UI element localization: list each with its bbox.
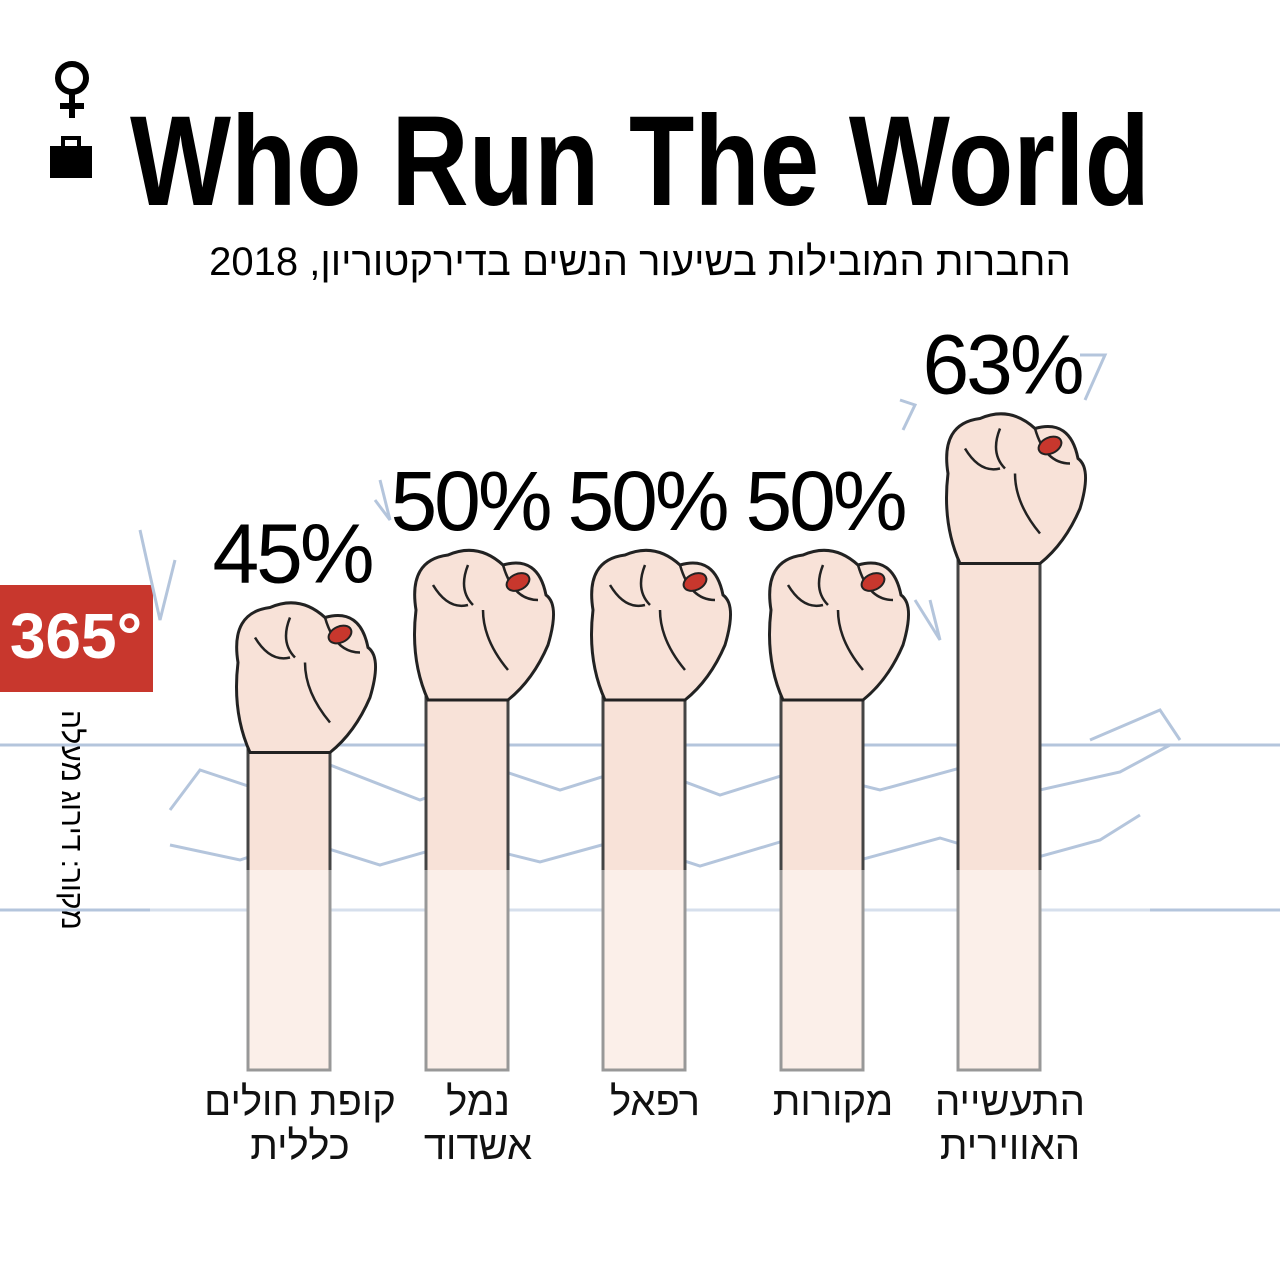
nail (682, 572, 708, 592)
water-fade (150, 870, 1150, 1075)
category-label: התעשייה האווירית (935, 1080, 1085, 1168)
nail (1037, 435, 1063, 456)
briefcase-icon (50, 136, 92, 178)
value-label: 63% (922, 318, 1081, 412)
category-label: רפאל (609, 1080, 701, 1124)
bar (601, 643, 687, 1072)
value-label: 50% (745, 454, 904, 548)
fist: 50% (567, 454, 732, 1072)
bar (779, 643, 865, 1072)
nail (327, 624, 353, 645)
value-label: 45% (212, 507, 371, 601)
logo-box (0, 585, 153, 692)
fist: 63% (922, 318, 1087, 1072)
nail (505, 572, 531, 592)
category-label: קופת חולים כללית (204, 1080, 396, 1168)
finger-lines (786, 564, 894, 671)
finger-lines (608, 564, 716, 671)
category-label: נמל אשדוד (423, 1080, 533, 1168)
bar (424, 643, 510, 1072)
finger-lines (431, 564, 539, 671)
fist: 50% (390, 454, 555, 1072)
venus-icon (55, 61, 89, 118)
value-label: 50% (390, 454, 549, 548)
chart-subtitle: החברות המובילות בשיעור הנשים בדירקטוריון… (209, 240, 1071, 284)
chart-title: Who Run The World (130, 90, 1150, 233)
fist: 50% (745, 454, 910, 1072)
bar (956, 507, 1042, 1072)
category-label: מקורות (772, 1080, 894, 1124)
value-label: 50% (567, 454, 726, 548)
logo: 365° (10, 600, 142, 672)
source: מקור: דירוג מעלה (55, 710, 88, 930)
fist: 45% (212, 507, 377, 1072)
finger-lines (963, 428, 1071, 535)
finger-lines (253, 617, 361, 724)
nail (860, 572, 886, 592)
